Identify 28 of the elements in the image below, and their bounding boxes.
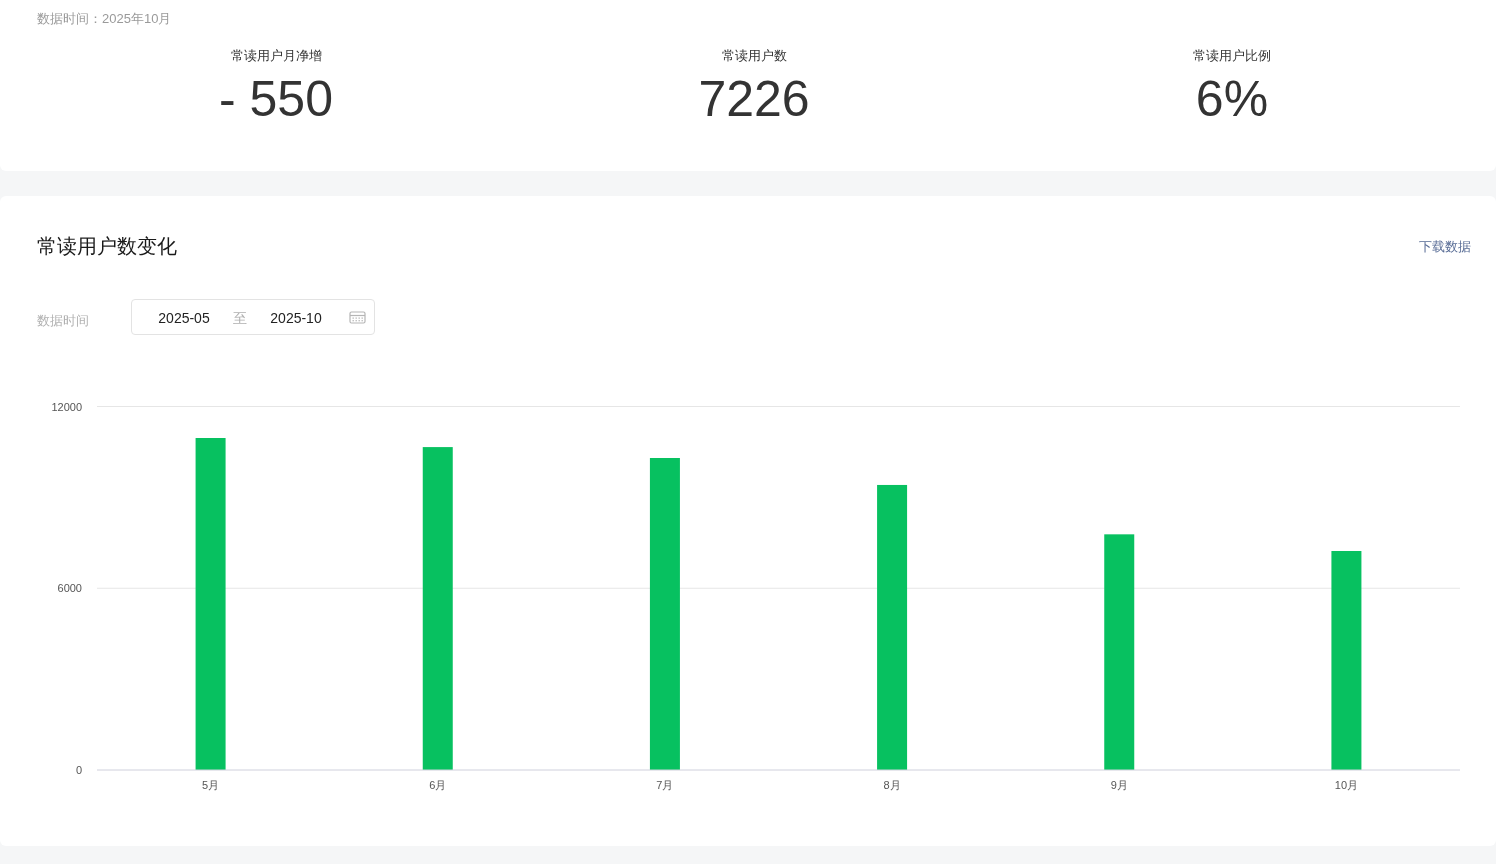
bar <box>1331 550 1362 770</box>
kpi-value: 6% <box>1195 74 1269 124</box>
bar <box>422 447 453 770</box>
y-tick-label: 0 <box>75 764 82 776</box>
y-tick-label: 12000 <box>51 400 82 413</box>
kpi-label: 常读用户月净增 <box>230 48 322 62</box>
data-time: 数据时间：2025年10月 <box>37 11 172 25</box>
date-label: 数据时间 <box>37 313 89 327</box>
date-end: 2025-10 <box>270 311 322 325</box>
x-tick-label: 5月 <box>202 779 220 791</box>
bar <box>1104 534 1135 770</box>
bar <box>649 458 680 770</box>
x-tick-label: 8月 <box>883 779 901 791</box>
x-tick-label: 10月 <box>1334 779 1359 791</box>
kpi-value: 7226 <box>698 74 810 124</box>
title: 常读用户数变化 <box>37 236 177 256</box>
date-sep: 至 <box>233 311 247 325</box>
date-start: 2025-05 <box>158 311 210 325</box>
bar <box>195 438 226 770</box>
download-link: 下载数据 <box>1419 239 1471 253</box>
x-tick-label: 6月 <box>429 779 447 791</box>
kpi-value: - 550 <box>219 74 333 124</box>
y-tick-label: 6000 <box>57 582 82 595</box>
bar <box>877 484 908 770</box>
x-tick-label: 7月 <box>656 779 674 791</box>
x-tick-label: 9月 <box>1110 779 1128 791</box>
kpi-label: 常读用户数 <box>721 48 787 62</box>
kpi-label: 常读用户比例 <box>1193 48 1271 62</box>
